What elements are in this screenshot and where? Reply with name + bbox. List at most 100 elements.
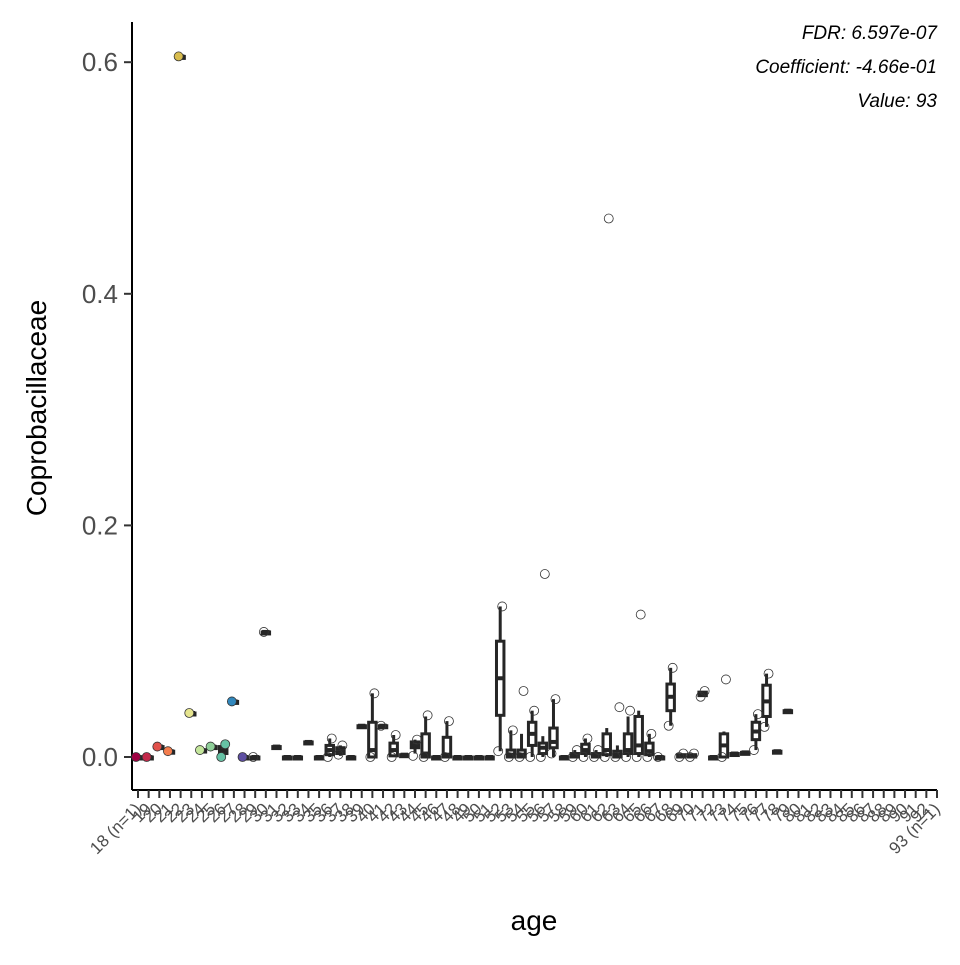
- data-point: [195, 745, 205, 755]
- annotation-fdr: FDR: 6.597e-07: [802, 23, 939, 44]
- data-point: [258, 627, 269, 637]
- box-body: [622, 732, 634, 756]
- box-body: [420, 732, 431, 759]
- box-body: [367, 720, 378, 759]
- data-point: [635, 609, 646, 620]
- box-32: [473, 755, 485, 761]
- data-point: [625, 705, 635, 716]
- box-56: [729, 751, 740, 758]
- data-point: [440, 752, 450, 762]
- box-58: [750, 714, 762, 751]
- data-point: [337, 740, 348, 751]
- data-point: [365, 752, 376, 762]
- data-point: [550, 694, 561, 704]
- data-point: [614, 702, 625, 713]
- box-59: [761, 673, 772, 727]
- box-36: [516, 733, 527, 759]
- data-point: [646, 728, 657, 739]
- box-54: [708, 755, 719, 761]
- data-point: [237, 752, 248, 762]
- data-point: [376, 720, 386, 731]
- boxes-group: [132, 54, 794, 761]
- box-30: [452, 755, 463, 761]
- data-point: [582, 733, 593, 744]
- box-15: [292, 755, 304, 761]
- box-29: [441, 721, 453, 759]
- box-14: [281, 755, 293, 761]
- data-point: [326, 733, 337, 744]
- data-point: [663, 720, 674, 731]
- box-17: [313, 755, 325, 761]
- data-point: [248, 752, 259, 762]
- data-point: [386, 752, 397, 762]
- box-16: [303, 739, 314, 746]
- data-point: [408, 750, 418, 761]
- box-60: [771, 749, 783, 755]
- box-body: [633, 714, 644, 756]
- box-33: [484, 755, 495, 761]
- y-tick-label: 0.0: [82, 742, 118, 772]
- box-40: [558, 755, 570, 761]
- x-axis-title: age: [511, 905, 558, 936]
- data-point: [226, 696, 237, 707]
- box-46: [622, 716, 634, 757]
- data-point: [205, 741, 216, 752]
- data-point: [599, 752, 610, 762]
- x-ticks-group: 18 (n=1)19202122232425262728293031323334…: [86, 790, 944, 858]
- box-21: [356, 723, 367, 730]
- annotation-coefficient: Coefficient: -4.66e-01: [755, 57, 937, 78]
- data-point: [759, 721, 770, 732]
- box-42: [580, 738, 591, 757]
- data-point: [503, 752, 514, 762]
- data-point: [571, 745, 582, 755]
- data-point: [752, 709, 763, 720]
- data-point: [444, 716, 454, 727]
- annotation-value: Value: 93: [857, 91, 937, 112]
- box-body: [441, 735, 453, 759]
- data-point: [603, 213, 614, 224]
- y-tick-label: 0.4: [82, 279, 118, 309]
- box-34: [494, 606, 506, 752]
- data-point: [493, 746, 504, 757]
- box-47: [633, 710, 644, 757]
- data-point: [369, 688, 380, 699]
- y-axis-title: Coprobacillaceae: [21, 300, 52, 516]
- data-point: [518, 686, 529, 696]
- data-point: [763, 668, 774, 679]
- data-point: [642, 752, 653, 762]
- box-50: [665, 667, 676, 726]
- box-61: [782, 708, 794, 715]
- data-point: [497, 601, 508, 612]
- box-55: [718, 731, 730, 759]
- data-point: [678, 748, 689, 759]
- box-20: [345, 755, 357, 761]
- data-point: [535, 752, 546, 762]
- box-45: [612, 745, 623, 759]
- data-point: [173, 51, 184, 62]
- axes-group: [131, 22, 937, 791]
- data-point: [699, 686, 710, 696]
- data-point: [152, 741, 163, 752]
- y-tick-label: 0.2: [82, 510, 118, 540]
- box-28: [431, 755, 442, 761]
- box-35: [505, 730, 517, 759]
- box-37: [526, 710, 538, 757]
- data-point: [418, 752, 429, 762]
- data-point: [667, 662, 678, 673]
- data-point: [685, 752, 695, 762]
- box-39: [548, 699, 559, 757]
- box-25: [399, 752, 410, 759]
- data-point: [507, 725, 518, 736]
- box-31: [463, 755, 474, 761]
- data-point: [216, 752, 227, 762]
- box-48: [644, 733, 655, 757]
- box-57: [740, 750, 751, 756]
- box-53: [697, 690, 708, 698]
- data-point: [653, 752, 663, 762]
- data-point: [717, 752, 727, 762]
- box-body: [644, 741, 655, 757]
- box-27: [420, 716, 431, 759]
- y-ticks-group: 0.0 0.2 0.4 0.6: [82, 47, 132, 772]
